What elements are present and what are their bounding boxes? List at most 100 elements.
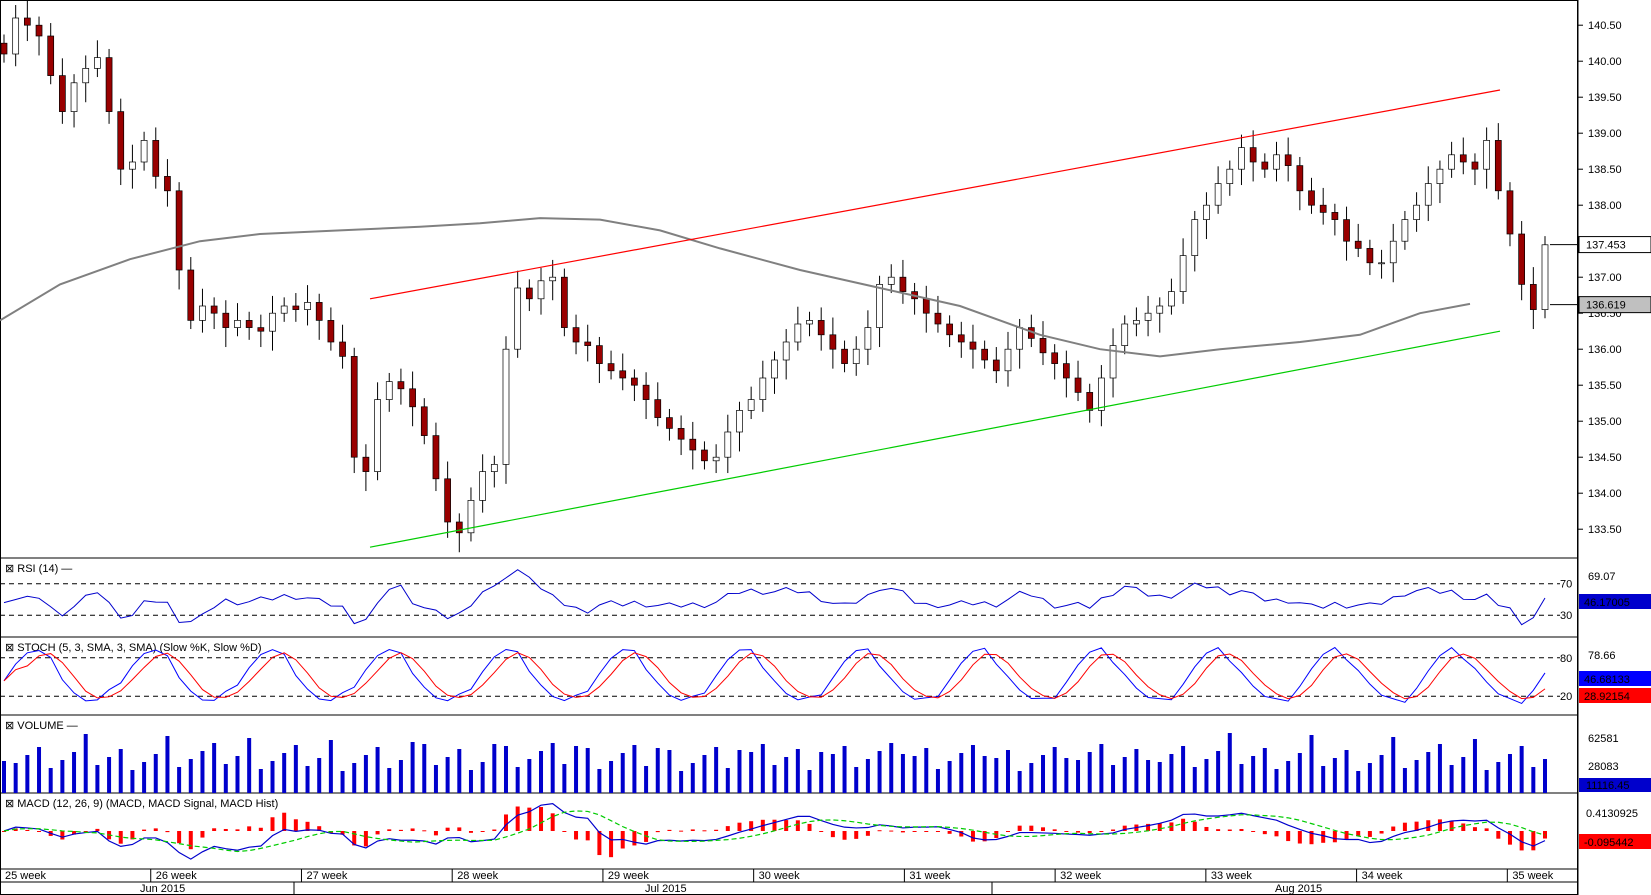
candle-body xyxy=(1389,240,1397,264)
candle-body xyxy=(572,327,580,343)
candle-body xyxy=(1191,219,1199,256)
candle-body xyxy=(1331,212,1339,220)
volume-bar xyxy=(1181,746,1186,793)
candle-body xyxy=(677,428,685,440)
volume-tick-low: 28083 xyxy=(1588,761,1619,773)
price-tick-label: 133.50 xyxy=(1588,524,1622,536)
macd-hist-bar xyxy=(865,831,870,836)
candle-body xyxy=(1121,323,1129,346)
volume-bar xyxy=(410,742,415,793)
volume-bar xyxy=(282,753,287,793)
volume-bar xyxy=(1391,737,1396,793)
candle-body xyxy=(619,370,627,379)
macd-hist-bar xyxy=(679,830,684,832)
macd-hist-bar xyxy=(317,826,322,831)
price-tick-label: 135.00 xyxy=(1588,416,1622,428)
candle-body xyxy=(385,381,393,400)
candle-body xyxy=(1378,262,1385,265)
candle-body xyxy=(210,305,218,314)
volume-bar xyxy=(714,747,719,793)
macd-hist-bar xyxy=(503,814,508,831)
candle-body xyxy=(724,431,732,458)
week-label: 28 week xyxy=(457,870,498,882)
macd-hist-bar xyxy=(1496,831,1501,839)
candle-body xyxy=(934,312,942,325)
volume-bar xyxy=(293,745,298,793)
macd-hist-bar xyxy=(1426,820,1431,831)
volume-pane: ⊠ VOLUME — 62581 28083 11116.45 xyxy=(2,720,1651,793)
week-label: 34 week xyxy=(1362,870,1403,882)
rsi-pane: ⊠ RSI (14) — 70 30 69.07 46.17005 xyxy=(0,563,1651,626)
candle-body xyxy=(1203,204,1210,220)
candle-body xyxy=(187,269,195,321)
candle-body xyxy=(304,302,311,310)
candle-body xyxy=(1424,183,1432,206)
macd-hist-bar xyxy=(1391,826,1396,831)
volume-bar xyxy=(830,754,835,793)
macd-hist-bar xyxy=(293,819,298,831)
candle-body xyxy=(525,287,533,300)
candle-body xyxy=(152,140,160,177)
macd-hist-bar xyxy=(410,828,415,831)
price-tick-label: 138.50 xyxy=(1588,164,1622,176)
candle-body xyxy=(1483,140,1490,170)
macd-hist-bar xyxy=(1146,823,1151,831)
macd-hist-bar xyxy=(433,831,438,836)
volume-bar xyxy=(1519,746,1524,793)
candle-body xyxy=(736,410,743,433)
candle-body xyxy=(1226,168,1234,184)
volume-bar xyxy=(492,744,497,793)
macd-hist-bar xyxy=(352,831,357,846)
volume-bar xyxy=(1157,762,1162,793)
volume-bar xyxy=(725,768,730,793)
macd-hist-bar xyxy=(130,831,135,840)
volume-value: 11116.45 xyxy=(1586,780,1629,792)
candle-body xyxy=(782,341,790,361)
volume-bar xyxy=(982,756,987,793)
macd-hist-bar xyxy=(982,831,987,842)
macd-hist-bar xyxy=(1449,820,1454,831)
macd-hist-bar xyxy=(235,829,240,831)
price-tick-label: 134.00 xyxy=(1588,488,1622,500)
volume-bar xyxy=(1076,760,1081,793)
candle-body xyxy=(1168,291,1175,307)
volume-bar xyxy=(83,734,88,793)
week-label: 31 week xyxy=(909,870,950,882)
volume-bar xyxy=(1531,767,1536,793)
volume-bar xyxy=(737,750,742,793)
volume-bar xyxy=(95,765,100,793)
volume-bar xyxy=(749,752,754,793)
candle-body xyxy=(1284,154,1292,166)
volume-bar xyxy=(1356,771,1361,793)
volume-bar xyxy=(679,771,684,793)
macd-hist-bar xyxy=(375,831,380,835)
volume-bar xyxy=(1449,765,1454,793)
macd-hist-bar xyxy=(1087,831,1092,834)
candle-body xyxy=(607,363,615,372)
rsi-line xyxy=(3,569,1546,626)
macd-hist-bar xyxy=(784,820,789,831)
ma-price-value: 136.619 xyxy=(1586,300,1626,312)
volume-bar xyxy=(900,754,905,793)
volume-bar xyxy=(200,751,205,793)
candle-body xyxy=(561,276,568,328)
candle-body xyxy=(759,377,767,400)
macd-hist-bar xyxy=(690,829,695,831)
macd-hist-bar xyxy=(795,820,800,831)
macd-hist-bar xyxy=(247,826,252,831)
candle-body xyxy=(817,320,825,336)
volume-bar xyxy=(235,756,240,793)
volume-bar xyxy=(25,755,30,793)
macd-hist-bar xyxy=(270,817,275,831)
volume-bar xyxy=(1286,761,1291,793)
volume-bar xyxy=(597,769,602,793)
macd-hist-bar xyxy=(95,828,100,831)
rsi-ref-high: 69.07 xyxy=(1588,571,1616,583)
candle-body xyxy=(946,323,953,336)
volume-bar xyxy=(258,769,263,793)
macd-hist-bar xyxy=(819,831,824,832)
volume-bar xyxy=(1297,753,1302,793)
macd-hist-bar xyxy=(550,813,555,831)
candle-body xyxy=(1098,377,1105,411)
candle-body xyxy=(70,82,78,112)
